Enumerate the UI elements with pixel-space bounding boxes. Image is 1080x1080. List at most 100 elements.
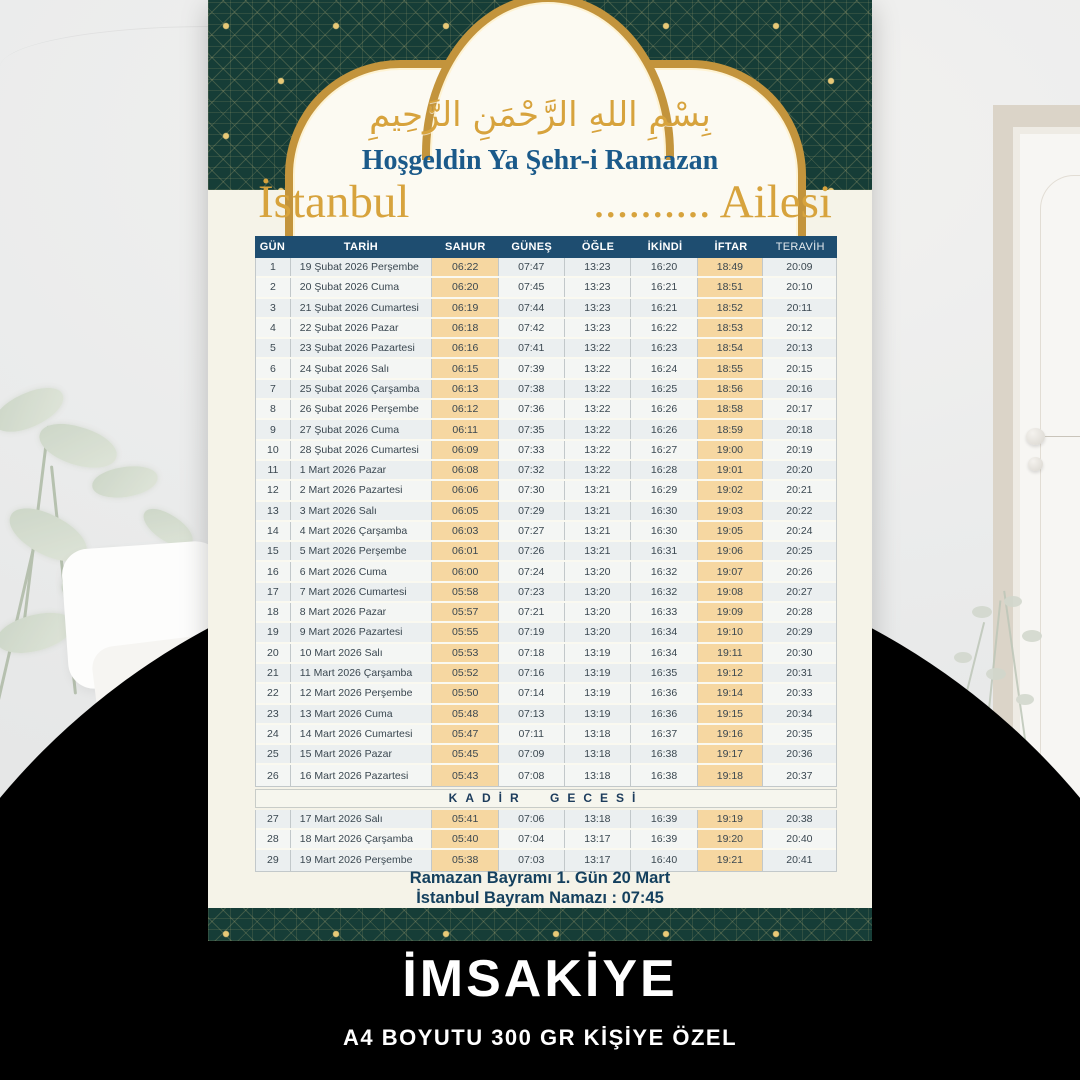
date-cell: 20 Şubat 2026 Cuma xyxy=(290,278,433,297)
time-cell: 13:23 xyxy=(564,278,632,297)
time-cell: 07:08 xyxy=(499,765,565,786)
time-cell: 07:36 xyxy=(499,400,565,419)
date-cell: 19 Mart 2026 Perşembe xyxy=(290,850,433,871)
day-cell: 5 xyxy=(256,339,291,358)
plant-leaf xyxy=(972,606,992,618)
table-row: 16 6 Mart 2026 Cuma 06:00 07:24 13:20 16:32 19… xyxy=(256,562,836,583)
plant-leaf xyxy=(1016,694,1034,705)
day-cell: 1 xyxy=(256,258,291,277)
time-cell: 06:08 xyxy=(432,460,499,480)
time-cell: 13:17 xyxy=(564,830,632,849)
day-cell: 16 xyxy=(256,562,291,581)
time-cell: 20:10 xyxy=(762,278,836,297)
time-cell: 05:53 xyxy=(432,643,499,662)
time-cell: 07:13 xyxy=(499,704,565,723)
day-cell: 3 xyxy=(256,298,291,317)
time-cell: 20:17 xyxy=(762,400,836,419)
time-cell: 19:11 xyxy=(697,643,763,662)
time-cell: 07:44 xyxy=(499,298,565,317)
column-header: İKİNDİ xyxy=(647,241,683,253)
time-cell: 05:48 xyxy=(432,704,499,723)
time-cell: 07:39 xyxy=(499,359,565,378)
time-cell: 20:16 xyxy=(762,379,836,399)
time-cell: 18:53 xyxy=(697,318,763,338)
time-cell: 07:18 xyxy=(499,643,565,662)
table-row: 6 24 Şubat 2026 Salı 06:15 07:39 13:22 16:24 1… xyxy=(256,359,836,380)
time-cell: 16:21 xyxy=(631,278,698,297)
date-cell: 2 Mart 2026 Pazartesi xyxy=(290,481,433,500)
time-cell: 06:19 xyxy=(432,298,499,317)
time-cell: 07:14 xyxy=(499,684,565,703)
time-cell: 06:03 xyxy=(432,521,499,541)
date-cell: 18 Mart 2026 Çarşamba xyxy=(290,830,433,849)
time-cell: 20:11 xyxy=(762,298,836,317)
time-cell: 16:20 xyxy=(631,258,698,277)
time-cell: 07:26 xyxy=(499,542,565,561)
day-cell: 9 xyxy=(256,420,291,439)
time-cell: 16:36 xyxy=(631,684,698,703)
time-cell: 20:40 xyxy=(762,830,836,849)
time-cell: 13:21 xyxy=(564,521,632,541)
time-cell: 07:16 xyxy=(499,663,565,683)
time-cell: 19:10 xyxy=(697,623,763,642)
time-cell: 19:18 xyxy=(697,765,763,786)
time-cell: 18:54 xyxy=(697,339,763,358)
day-cell: 24 xyxy=(256,724,291,744)
day-cell: 23 xyxy=(256,704,291,723)
time-cell: 05:57 xyxy=(432,603,499,622)
door-knob-shadow xyxy=(1045,436,1080,437)
time-cell: 19:20 xyxy=(697,830,763,849)
time-cell: 05:52 xyxy=(432,663,499,683)
time-cell: 16:25 xyxy=(631,379,698,399)
day-cell: 17 xyxy=(256,582,291,602)
time-cell: 16:21 xyxy=(631,298,698,317)
day-cell: 28 xyxy=(256,830,291,849)
date-cell: 12 Mart 2026 Perşembe xyxy=(290,684,433,703)
time-cell: 20:37 xyxy=(762,765,836,786)
date-cell: 13 Mart 2026 Cuma xyxy=(290,704,433,723)
time-cell: 18:49 xyxy=(697,258,763,277)
table-row: 15 5 Mart 2026 Perşembe 06:01 07:26 13:21 16:… xyxy=(256,542,836,563)
time-cell: 07:23 xyxy=(499,582,565,602)
date-cell: 11 Mart 2026 Çarşamba xyxy=(290,663,433,683)
day-cell: 11 xyxy=(256,460,291,480)
time-cell: 20:24 xyxy=(762,521,836,541)
table-row: 29 19 Mart 2026 Perşembe 05:38 07:03 13:17 16… xyxy=(256,850,836,871)
date-cell: 3 Mart 2026 Salı xyxy=(290,501,433,520)
column-header: TERAVİH xyxy=(775,241,825,253)
time-cell: 13:19 xyxy=(564,684,632,703)
time-cell: 19:14 xyxy=(697,684,763,703)
time-cell: 13:18 xyxy=(564,765,632,786)
day-cell: 6 xyxy=(256,359,291,378)
time-cell: 06:13 xyxy=(432,379,499,399)
column-header: İFTAR xyxy=(714,241,748,253)
table-row: 20 10 Mart 2026 Salı 05:53 07:18 13:19 16:34 1… xyxy=(256,643,836,664)
table-row: 24 14 Mart 2026 Cumartesi 05:47 07:11 13:18 1… xyxy=(256,724,836,746)
table-row: 11 1 Mart 2026 Pazar 06:08 07:32 13:22 16:28 1… xyxy=(256,460,836,482)
time-cell: 13:19 xyxy=(564,704,632,723)
table-row: 13 3 Mart 2026 Salı 06:05 07:29 13:21 16:30 19… xyxy=(256,501,836,522)
time-cell: 07:19 xyxy=(499,623,565,642)
date-cell: 15 Mart 2026 Pazar xyxy=(290,745,433,764)
time-cell: 07:09 xyxy=(499,745,565,764)
time-cell: 06:18 xyxy=(432,318,499,338)
time-cell: 20:41 xyxy=(762,850,836,871)
time-cell: 16:22 xyxy=(631,318,698,338)
time-cell: 13:20 xyxy=(564,603,632,622)
time-cell: 05:50 xyxy=(432,684,499,703)
date-cell: 19 Şubat 2026 Perşembe xyxy=(290,258,433,277)
date-cell: 7 Mart 2026 Cumartesi xyxy=(290,582,433,602)
time-cell: 13:21 xyxy=(564,481,632,500)
time-cell: 05:55 xyxy=(432,623,499,642)
time-cell: 19:05 xyxy=(697,521,763,541)
date-cell: 23 Şubat 2026 Pazartesi xyxy=(290,339,433,358)
time-cell: 20:19 xyxy=(762,440,836,459)
time-cell: 16:39 xyxy=(631,830,698,849)
time-cell: 16:27 xyxy=(631,440,698,459)
time-cell: 20:27 xyxy=(762,582,836,602)
time-cell: 05:41 xyxy=(432,809,499,829)
column-header: ÖĞLE xyxy=(581,241,615,253)
time-cell: 18:59 xyxy=(697,420,763,439)
time-cell: 19:21 xyxy=(697,850,763,871)
